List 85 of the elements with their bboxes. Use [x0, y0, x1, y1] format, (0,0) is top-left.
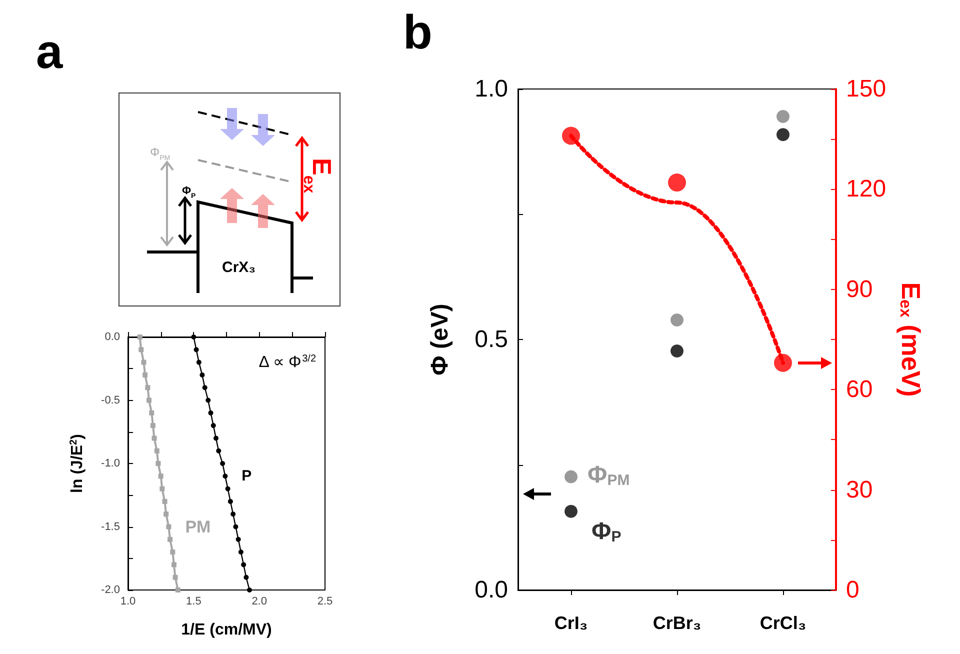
point [668, 174, 686, 192]
x-tick-label: CrI₃ [554, 613, 588, 633]
point [670, 344, 684, 358]
x-tick-label: 1.0 [120, 596, 136, 608]
point [149, 410, 154, 416]
point [236, 536, 241, 542]
point [146, 398, 152, 403]
y2-tick-label: 150 [846, 76, 886, 102]
point [241, 562, 246, 568]
point [164, 512, 169, 517]
point [246, 588, 252, 592]
text: a [36, 26, 63, 79]
point [222, 474, 228, 479]
point [206, 398, 211, 403]
text: CrX₃ [222, 259, 256, 276]
point [152, 436, 157, 441]
point [202, 385, 208, 390]
point [158, 474, 164, 479]
point [168, 536, 173, 542]
y2-tick-label: 90 [846, 276, 873, 303]
point [228, 498, 233, 504]
chart-title: b [403, 6, 432, 60]
point [774, 354, 792, 372]
text: Φ$_{P}$ [182, 185, 196, 200]
point [214, 436, 218, 441]
point [564, 504, 578, 518]
point [225, 486, 230, 492]
point [154, 448, 160, 454]
y-axis-title: ln (J/E2) [68, 434, 86, 493]
point [244, 574, 249, 580]
point [220, 461, 226, 466]
point [162, 498, 168, 504]
point [230, 512, 236, 517]
y2-tick-label: 120 [846, 176, 886, 203]
y2-axis-title: Eex (meV) [896, 282, 926, 397]
y-tick-label: -2.0 [101, 584, 120, 596]
series-label: ΦP [592, 518, 622, 546]
point [238, 550, 244, 555]
point [166, 524, 172, 530]
point [216, 448, 222, 454]
point [138, 347, 144, 352]
point [160, 486, 165, 492]
y-tick-label: 0.5 [474, 326, 508, 353]
y2-tick-label: 0 [846, 576, 860, 604]
y2-tick-label: 60 [846, 376, 873, 404]
point [191, 334, 196, 340]
y-tick-label: 1.0 [474, 76, 508, 102]
x-tick-label: CrCl₃ [760, 613, 806, 633]
point [776, 128, 790, 142]
x-tick-label: CrBr₃ [652, 613, 702, 633]
y-tick-label: 0.0 [104, 331, 120, 343]
point [196, 360, 202, 365]
x-tick-label: 1.5 [186, 596, 202, 608]
series-label: ΦPM [588, 461, 630, 489]
y-axis-title: Φ (eV) [426, 304, 454, 376]
point [208, 410, 214, 416]
x-axis-title: 1/E (cm/MV) [181, 622, 272, 638]
point [233, 524, 238, 530]
text: Φ$_{PM}$ [150, 145, 170, 162]
point [142, 372, 148, 378]
point [141, 360, 146, 365]
x-tick-label: 2.0 [252, 596, 267, 608]
point [175, 588, 180, 592]
point [194, 347, 199, 352]
point [145, 385, 150, 390]
y-tick-label: -1.5 [101, 520, 120, 533]
point [172, 574, 178, 580]
y-tick-label: -1.0 [101, 458, 120, 470]
y-tick-label: 0.0 [474, 576, 508, 604]
series-label: PM [185, 517, 211, 536]
point [137, 334, 142, 340]
point [171, 562, 176, 568]
point [170, 550, 176, 555]
y-tick-label: -0.5 [101, 394, 120, 406]
point [562, 126, 580, 145]
point [776, 110, 790, 124]
point [156, 461, 161, 466]
point [200, 372, 205, 378]
point [564, 470, 578, 484]
x-tick-label: 2.5 [317, 596, 333, 608]
y2-tick-label: 30 [846, 476, 873, 504]
point [150, 423, 156, 428]
point [670, 313, 684, 326]
series-label: P [242, 468, 252, 485]
point [210, 423, 216, 428]
